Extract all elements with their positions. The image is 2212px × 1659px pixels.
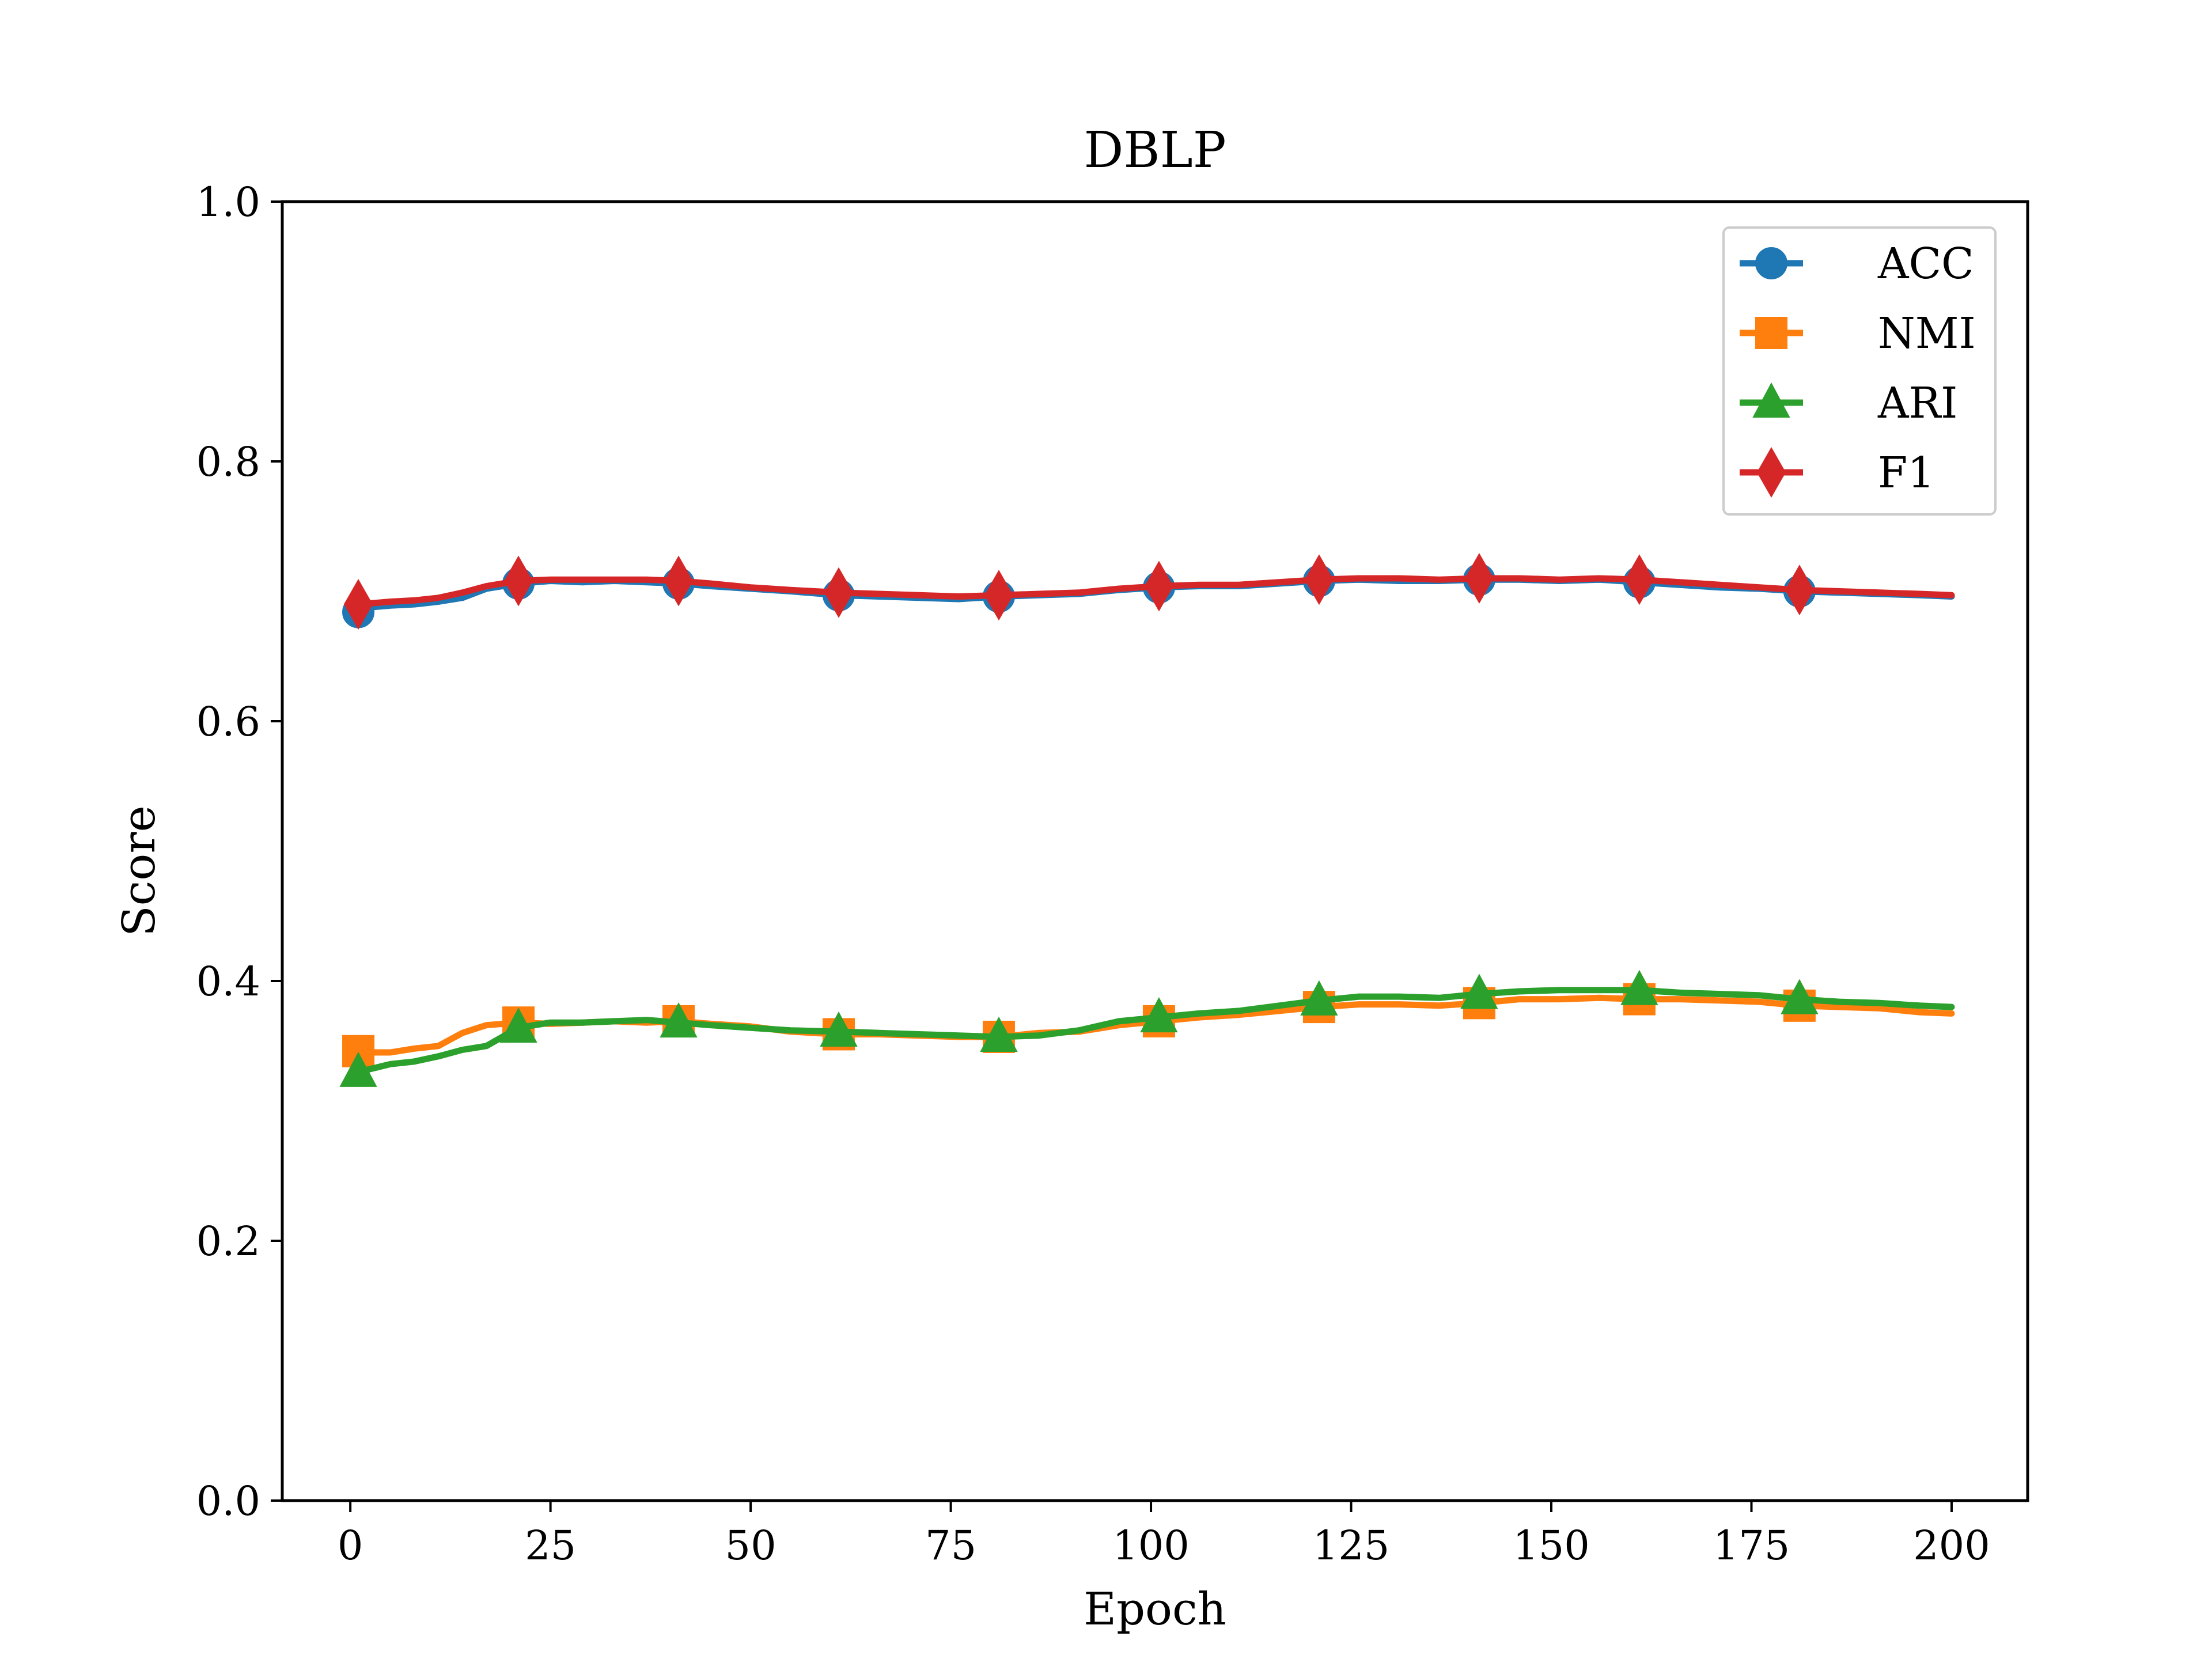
legend-marker-ari: [1752, 382, 1790, 418]
x-tick-label: 100: [1112, 1522, 1190, 1569]
plot-frame: [281, 200, 2029, 1502]
legend-marker-nmi: [1755, 317, 1787, 349]
legend: ACC NMI ARI F1: [1722, 226, 1997, 516]
data-point-ari: [820, 1011, 858, 1047]
data-point-f1: [1624, 554, 1654, 605]
data-point-ari: [339, 1051, 377, 1087]
y-tick-label: 0.4: [196, 958, 260, 1005]
data-point-ari: [1781, 979, 1819, 1014]
series-line-ari: [355, 987, 1955, 1075]
x-tick-label: 50: [725, 1522, 777, 1569]
legend-marker-f1: [1756, 446, 1786, 498]
legend-entry-ari: ARI: [1740, 378, 1957, 428]
x-axis: 0 25 50 75 100 125 150 175 200: [338, 1501, 1990, 1569]
x-tick-label: 200: [1913, 1522, 1990, 1569]
y-axis-label: Score: [113, 805, 165, 937]
data-point-f1: [1785, 565, 1815, 616]
y-axis: 0.0 0.2 0.4 0.6 0.8 1.0: [196, 179, 282, 1525]
x-tick-label: 175: [1713, 1522, 1790, 1569]
y-tick-label: 1.0: [196, 179, 260, 226]
data-point-ari: [1140, 997, 1178, 1033]
series-ari: [339, 969, 1955, 1087]
x-tick-label: 25: [525, 1522, 576, 1569]
legend-label: F1: [1878, 448, 1934, 498]
data-point-f1: [1464, 552, 1494, 604]
x-tick-label: 150: [1513, 1522, 1590, 1569]
series-f1: [343, 552, 1955, 630]
data-point-f1: [984, 570, 1014, 621]
data-point-ari: [1460, 974, 1498, 1009]
y-tick-label: 0.8: [196, 438, 260, 486]
legend-entry-acc: ACC: [1740, 239, 1974, 289]
x-tick-label: 125: [1313, 1522, 1390, 1569]
legend-entry-f1: F1: [1740, 446, 1934, 498]
x-axis-label: Epoch: [1084, 1584, 1226, 1635]
legend-label: ARI: [1877, 378, 1957, 428]
data-point-ari: [980, 1016, 1018, 1052]
chart-title: DBLP: [1084, 122, 1226, 179]
legend-label: ACC: [1877, 239, 1974, 289]
data-point-ari: [660, 1002, 698, 1038]
legend-box: [1722, 226, 1997, 516]
y-tick-label: 0.2: [196, 1218, 260, 1265]
y-tick-label: 0.6: [196, 698, 260, 745]
data-point-f1: [1304, 554, 1334, 605]
data-point-ari: [1300, 980, 1338, 1016]
data-point-f1: [824, 567, 854, 618]
y-tick-label: 0.0: [196, 1478, 260, 1525]
plot-area: [339, 552, 1955, 1087]
data-point-f1: [1144, 560, 1174, 612]
legend-entry-nmi: NMI: [1740, 309, 1976, 358]
legend-marker-acc: [1755, 247, 1787, 279]
data-point-f1: [343, 579, 373, 630]
x-tick-label: 75: [925, 1522, 976, 1569]
legend-label: NMI: [1878, 309, 1976, 358]
data-point-f1: [503, 555, 533, 607]
data-point-ari: [1620, 969, 1658, 1005]
data-point-ari: [499, 1007, 537, 1043]
x-tick-label: 0: [338, 1522, 363, 1569]
data-point-f1: [664, 555, 694, 607]
